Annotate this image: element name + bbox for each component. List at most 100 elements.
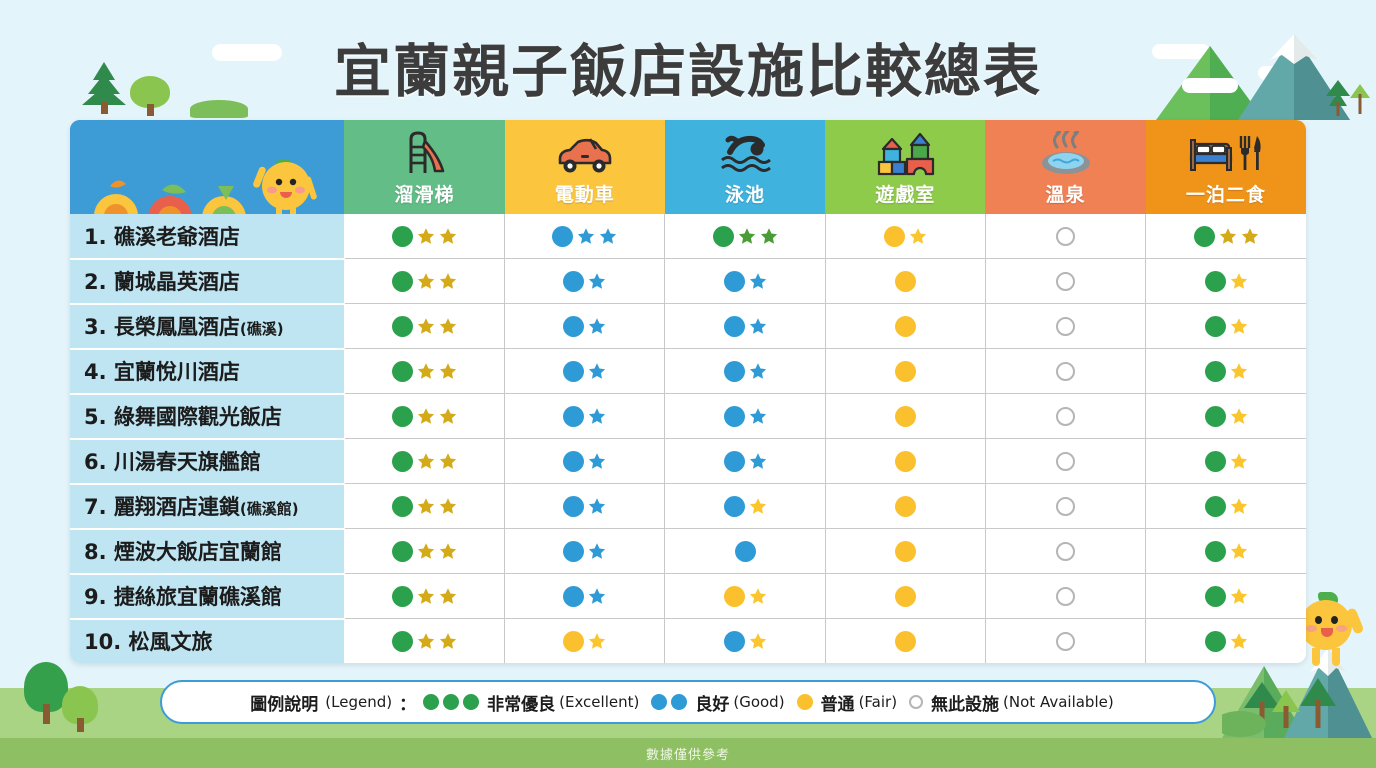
legend-label: 非常優良 (487, 694, 556, 715)
star-icon (1230, 588, 1247, 604)
hotel-name-cell: 5. 綠舞國際觀光飯店 (70, 393, 345, 440)
rating-cell (1145, 438, 1306, 484)
star-icon (417, 318, 435, 334)
legend-label: 良好 (695, 694, 730, 715)
star-icon (749, 498, 766, 514)
rating-cell (985, 573, 1147, 619)
star-icon (439, 498, 457, 514)
hotel-name-cell: 8. 煙波大飯店宜蘭館 (70, 528, 345, 575)
footer-band: 數據僅供參考 (0, 738, 1376, 768)
row-number: 4. (84, 360, 107, 384)
rating-dot-green (1204, 270, 1226, 292)
swimmer-icon (716, 129, 774, 179)
star-icon (1230, 318, 1247, 334)
star-icon (417, 228, 435, 244)
hotel-name: 煙波大飯店宜蘭館 (113, 540, 282, 564)
legend-prefix: 圖例說明 (250, 694, 319, 715)
star-icon (439, 408, 457, 424)
star-icon (439, 543, 457, 559)
rating-dot-blue (563, 495, 585, 517)
star-icon (417, 408, 435, 424)
star-icon (1230, 543, 1247, 559)
rating-cell (985, 618, 1147, 663)
table-row: 10. 松風文旅 (70, 618, 1306, 663)
star-icon (1230, 273, 1247, 289)
rating-dot-green (1193, 225, 1215, 247)
rating-dot-blue (552, 225, 574, 247)
legend: 圖例說明 (Legend) ： 非常優良 (Excellent) 良好 (Good) 普… (160, 680, 1216, 724)
row-number: 7. (84, 495, 107, 519)
mountain-scene-icon (1222, 648, 1372, 738)
star-icon (417, 588, 435, 604)
footer-note: 數據僅供參考 (645, 747, 730, 763)
rating-cell (344, 214, 506, 259)
mascot-character (1285, 592, 1366, 678)
rating-cell (1145, 303, 1306, 349)
comparison-table: 溜滑梯 (70, 120, 1306, 663)
rating-cell (1145, 214, 1306, 259)
row-number: 6. (84, 450, 107, 474)
star-icon (909, 228, 926, 244)
rating-dot-blue (563, 540, 585, 562)
rating-cell (344, 393, 506, 439)
header-column-electric-car: 電動車 (504, 120, 665, 214)
header-column-bed-meal: 一泊二食 (1145, 120, 1306, 214)
star-icon (749, 273, 766, 289)
rating-cell (825, 438, 986, 484)
rating-dot-green (392, 405, 414, 427)
rating-dot-yellow (894, 585, 916, 607)
mountain-range-icon (1156, 34, 1370, 120)
rating-dot-green (1204, 540, 1226, 562)
hotel-name-cell: 1. 礁溪老爺酒店 (70, 214, 345, 260)
table-header-row: 溜滑梯 (70, 120, 1306, 214)
rating-cell (825, 214, 986, 259)
rating-dot-blue (723, 405, 745, 427)
header-label: 溜滑梯 (394, 184, 455, 206)
star-icon (589, 543, 606, 559)
star-icon (1230, 633, 1247, 649)
rating-dot-blue (563, 315, 585, 337)
rating-cell (344, 438, 506, 484)
rating-cell (985, 214, 1147, 259)
rating-cell (825, 303, 986, 349)
rating-cell (664, 393, 826, 439)
hot-spring-icon (1037, 129, 1095, 179)
rating-dot-green (392, 450, 414, 472)
star-icon (1230, 498, 1247, 514)
hotel-name-cell: 2. 蘭城晶英酒店 (70, 258, 345, 305)
rating-dot-blue (723, 630, 745, 652)
star-icon (417, 498, 435, 514)
table-row: 7. 麗翔酒店連鎖(礁溪館) (70, 483, 1306, 530)
rating-dot-green (1204, 585, 1226, 607)
tree-icon (24, 662, 68, 724)
star-icon (439, 228, 457, 244)
row-number: 5. (84, 405, 107, 429)
rating-cell (504, 573, 666, 619)
rating-dot-none (1056, 316, 1076, 336)
rating-cell (1145, 393, 1306, 439)
legend-dot-green (443, 694, 460, 710)
rating-dot-blue (723, 450, 745, 472)
rating-cell (1145, 573, 1306, 619)
rating-dot-green (712, 225, 734, 247)
hotel-name: 川湯春天旗艦館 (113, 450, 261, 474)
rating-dot-blue (723, 315, 745, 337)
rating-dot-green (1204, 315, 1226, 337)
rating-dot-none (1056, 541, 1076, 561)
star-icon (1219, 228, 1236, 244)
cloud-icon (1152, 44, 1210, 59)
rating-dot-green (392, 585, 414, 607)
page-title: 宜蘭親子飯店設施比較總表 (334, 39, 1042, 105)
star-icon (749, 318, 766, 334)
rating-dot-none (1056, 226, 1076, 246)
rating-cell (985, 438, 1147, 484)
header-label: 電動車 (554, 184, 615, 206)
rating-dot-yellow (894, 405, 916, 427)
rating-cell (825, 348, 986, 394)
legend-colon: ： (399, 694, 417, 715)
row-number: 2. (84, 270, 107, 294)
rating-dot-blue (723, 495, 745, 517)
hotel-name-cell: 3. 長榮鳳凰酒店(礁溪) (70, 303, 345, 350)
rating-cell (664, 438, 826, 484)
